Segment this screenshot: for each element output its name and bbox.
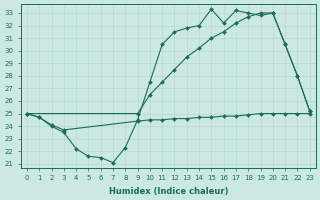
X-axis label: Humidex (Indice chaleur): Humidex (Indice chaleur)	[108, 187, 228, 196]
